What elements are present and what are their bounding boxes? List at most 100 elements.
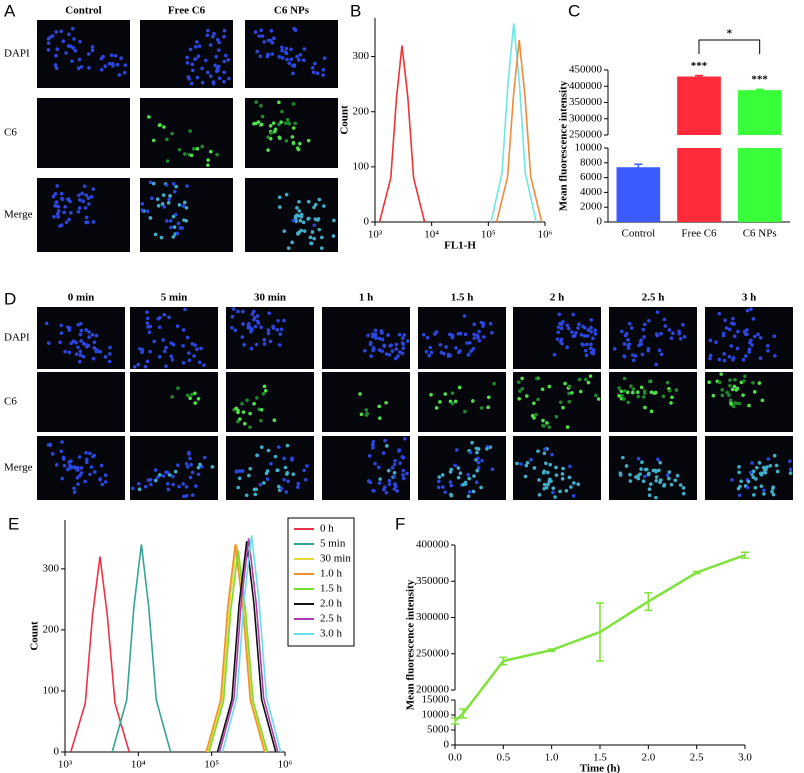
- cell: [55, 47, 59, 51]
- cell: [636, 390, 640, 394]
- cell: [216, 64, 221, 69]
- cell: [140, 201, 145, 206]
- cell: [76, 345, 80, 350]
- cell: [377, 465, 381, 470]
- bar-lower: [677, 148, 721, 222]
- cell: [260, 34, 265, 38]
- cell: [240, 335, 245, 339]
- cell: [474, 446, 479, 451]
- cell: [392, 474, 397, 479]
- cell: [279, 486, 284, 491]
- cell: [631, 358, 636, 363]
- cell: [402, 436, 407, 441]
- cell: [639, 338, 643, 343]
- cell: [578, 389, 583, 394]
- cell: [655, 310, 660, 314]
- cell: [119, 56, 123, 61]
- cell: [84, 344, 89, 349]
- cell: [622, 389, 627, 393]
- cell: [617, 386, 621, 390]
- cell: [248, 466, 253, 471]
- cell: [193, 343, 197, 347]
- cell: [444, 345, 448, 349]
- cell: [147, 115, 151, 119]
- cell: [305, 464, 309, 468]
- cell: [46, 41, 51, 45]
- cell: [670, 395, 674, 400]
- cell: [252, 487, 257, 492]
- cell: [82, 184, 87, 188]
- cell: [259, 28, 263, 33]
- x-tick-label: 1.0: [545, 752, 559, 764]
- cell: [268, 339, 273, 344]
- cell: [277, 195, 282, 200]
- cell: [70, 59, 74, 63]
- cell: [363, 348, 367, 353]
- cell: [284, 121, 288, 125]
- y-tick-label: 5000: [427, 724, 450, 736]
- cell: [395, 489, 399, 493]
- cell: [368, 342, 373, 347]
- cell: [184, 493, 189, 498]
- y-tick-label: 350000: [416, 575, 450, 587]
- cell: [155, 475, 160, 480]
- cell: [158, 123, 162, 127]
- x-axis-label: FL1-H: [444, 240, 476, 252]
- cell: [277, 343, 282, 347]
- cell: [312, 236, 316, 241]
- cell: [642, 391, 647, 395]
- x-tick-label: 10⁴: [424, 229, 439, 241]
- cell: [147, 330, 152, 335]
- legend-label: 2.5 h: [320, 613, 343, 625]
- cell: [78, 349, 83, 354]
- cell: [195, 40, 199, 44]
- cell: [657, 468, 661, 473]
- cell: [681, 491, 686, 496]
- cell: [662, 482, 667, 487]
- cell: [479, 320, 484, 325]
- x-tick-label: 10⁶: [538, 229, 553, 241]
- micrograph: [226, 307, 314, 369]
- cell: [637, 343, 642, 347]
- cell: [74, 340, 78, 345]
- micrograph: [37, 178, 130, 252]
- cell: [476, 456, 480, 461]
- cell: [177, 203, 182, 207]
- cell: [720, 388, 725, 392]
- cell: [177, 484, 181, 489]
- cell: [130, 486, 135, 491]
- cell: [240, 401, 244, 406]
- cell: [628, 472, 632, 477]
- cell: [145, 321, 150, 325]
- cell: [401, 346, 406, 350]
- cell: [453, 463, 457, 468]
- cell: [385, 444, 389, 448]
- cell: [237, 469, 242, 473]
- cell: [727, 354, 732, 359]
- cell: [143, 365, 148, 369]
- y-axis-label: Mean fluorescence intensity: [405, 579, 417, 710]
- cell: [67, 32, 71, 37]
- cell: [188, 129, 192, 133]
- cell: [193, 391, 197, 396]
- micrograph: [705, 436, 793, 500]
- cell: [736, 329, 740, 334]
- cell: [470, 440, 474, 445]
- cell: [297, 58, 301, 62]
- cell: [259, 408, 264, 412]
- x-tick-label: 3.0: [738, 752, 752, 764]
- cell: [284, 192, 289, 197]
- cell: [84, 457, 89, 462]
- micrograph: [130, 307, 218, 369]
- cell: [390, 466, 395, 470]
- cell: [425, 335, 430, 340]
- cell: [290, 240, 294, 245]
- cell: [151, 138, 156, 143]
- column-header: 30 min: [254, 292, 286, 304]
- cell: [252, 121, 256, 126]
- cell: [84, 193, 88, 197]
- cell: [222, 28, 227, 33]
- cell: [79, 471, 84, 475]
- cell: [59, 323, 64, 328]
